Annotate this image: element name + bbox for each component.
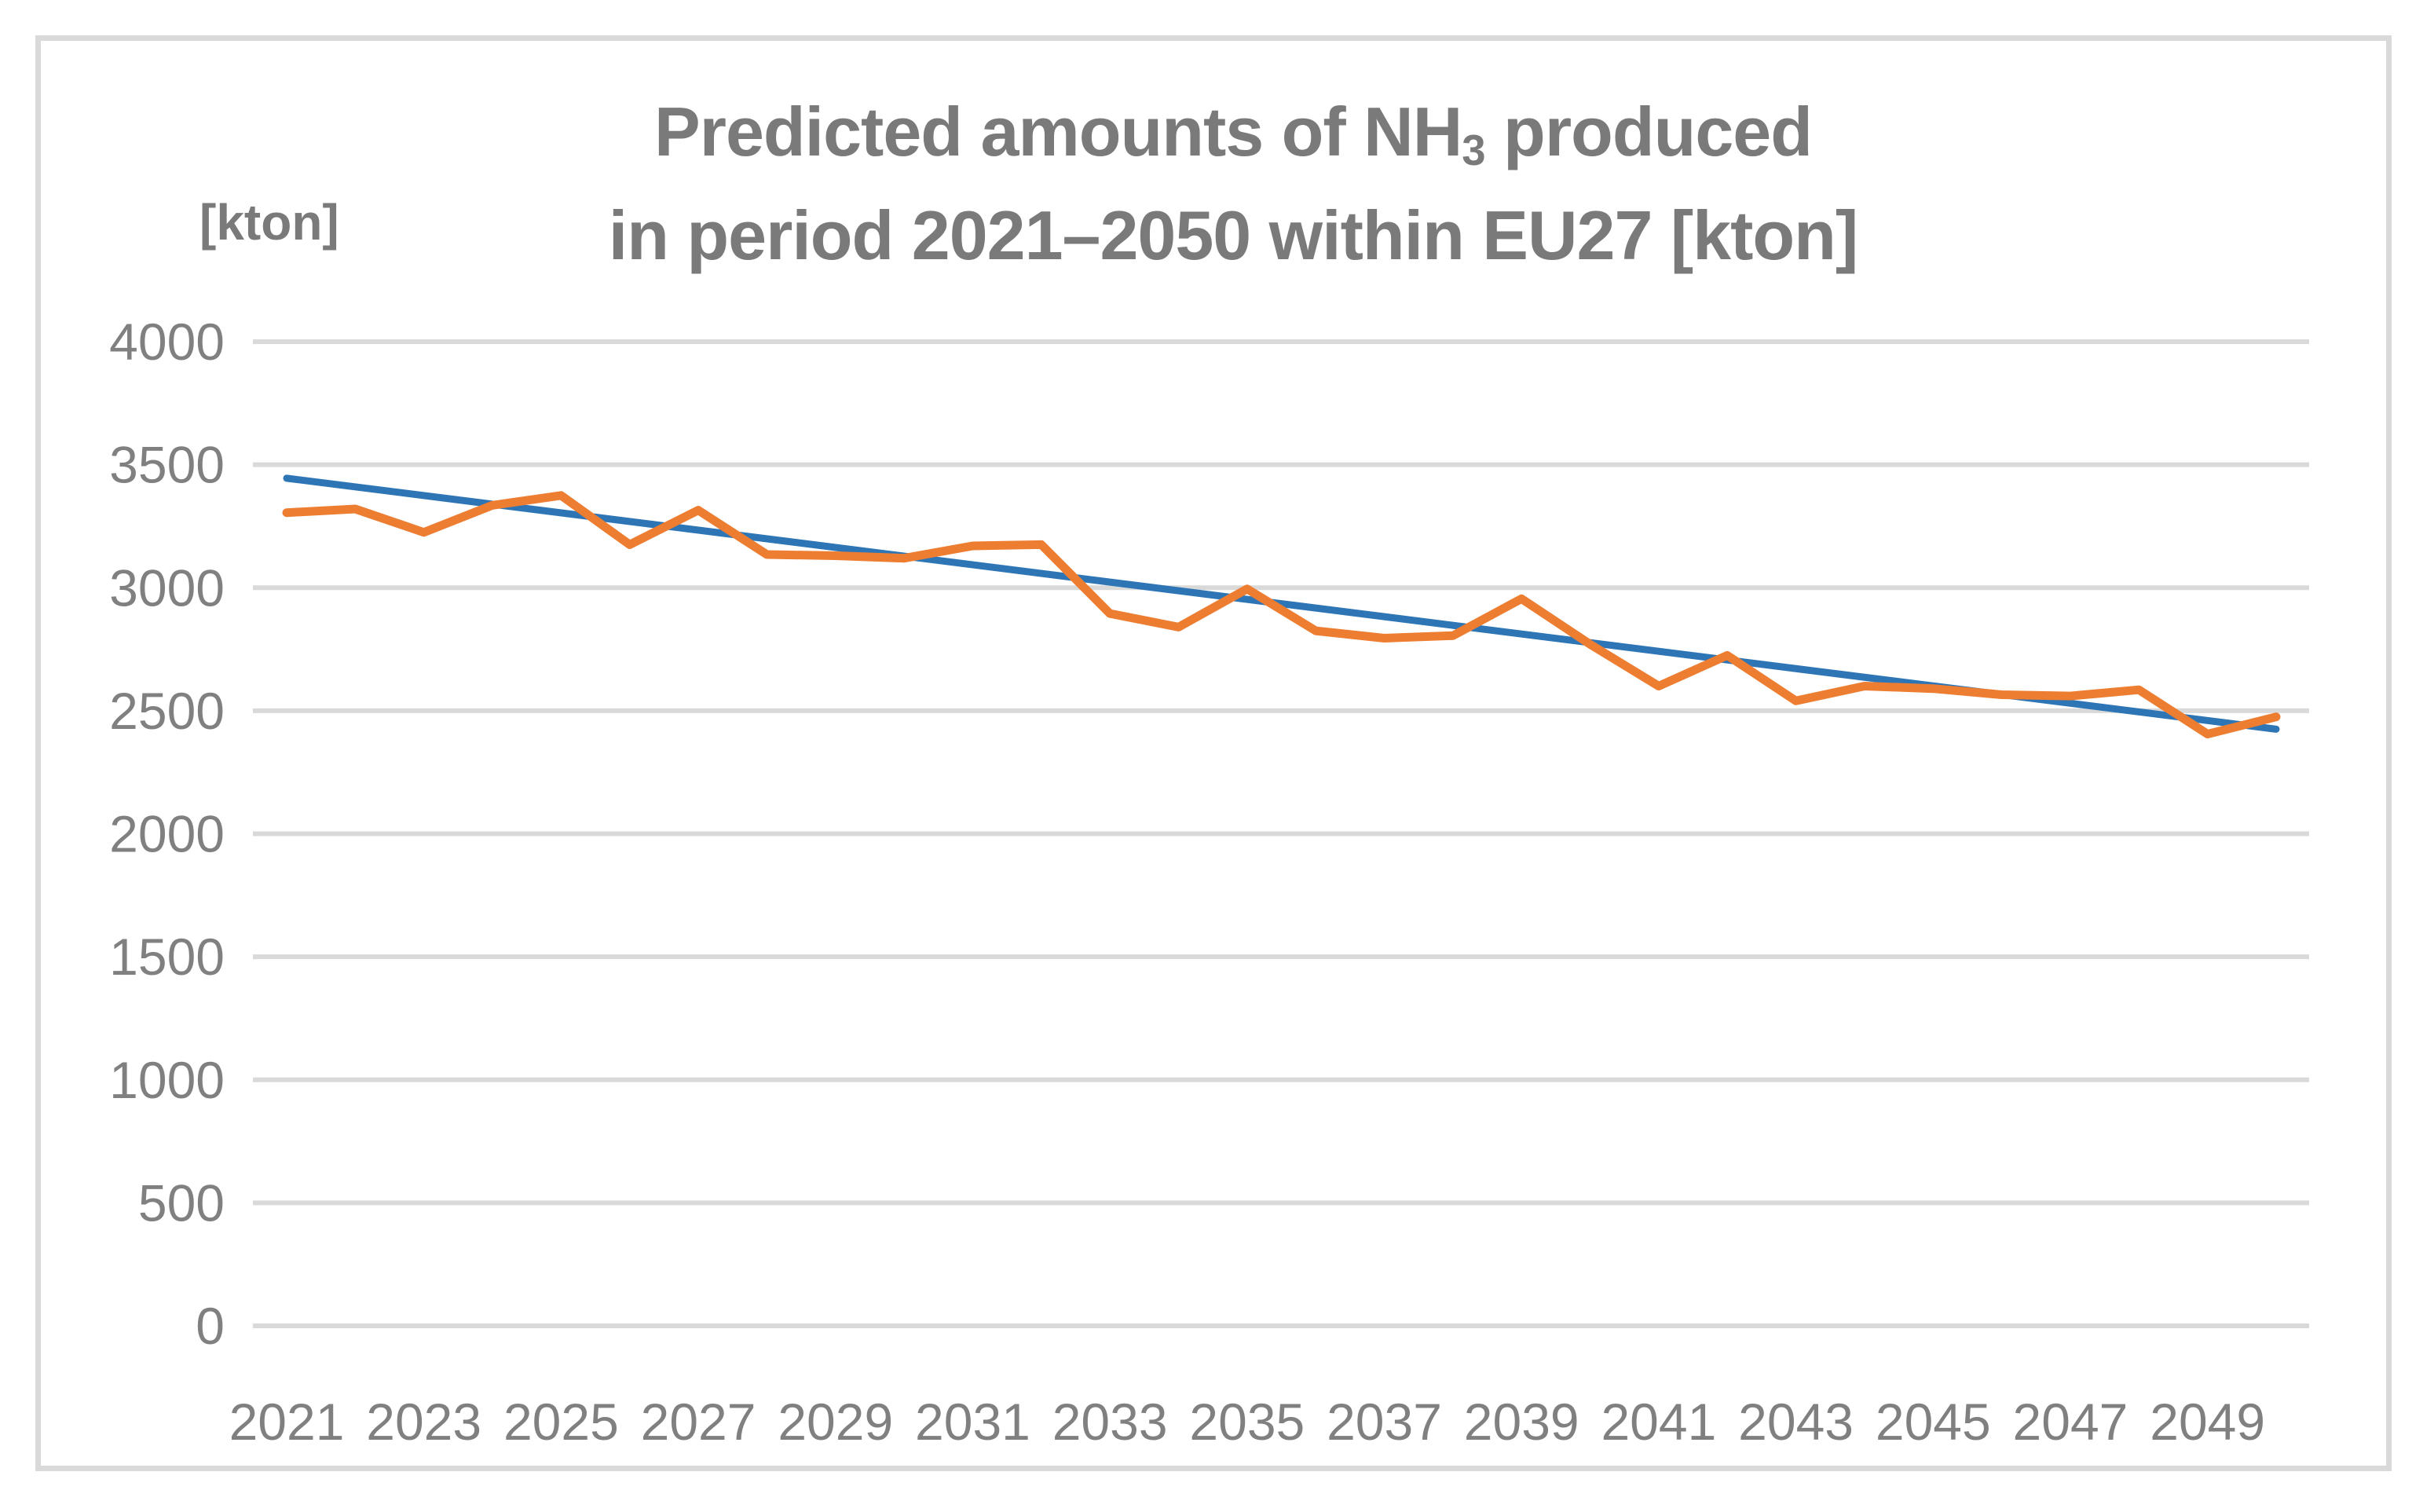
- y-tick-label-3000: 3000: [109, 558, 225, 617]
- x-tick-label-2021: 2021: [229, 1393, 345, 1451]
- x-axis-tick-labels: 2021 2023 2025 2027 2029 2031 2033 2035 2037 2039…: [229, 1393, 2265, 1451]
- y-tick-label-0: 0: [196, 1297, 225, 1355]
- x-tick-label-2037: 2037: [1327, 1393, 1442, 1451]
- title-text-part1: Predicted amounts of NH: [654, 93, 1462, 170]
- chart-title-line2: in period 2021–2050 within EU27 [kton]: [608, 196, 1858, 274]
- x-tick-label-2045: 2045: [1876, 1393, 1991, 1451]
- chart-title-line1: Predicted amounts of NH3 produced: [16, 85, 2434, 189]
- chart-title: Predicted amounts of NH3 produced in per…: [16, 85, 2434, 283]
- y-tick-label-2500: 2500: [109, 682, 225, 740]
- x-tick-label-2033: 2033: [1052, 1393, 1168, 1451]
- x-tick-label-2047: 2047: [2013, 1393, 2128, 1451]
- y-tick-label-4000: 4000: [109, 313, 225, 371]
- y-tick-label-2000: 2000: [109, 805, 225, 863]
- gridlines: [253, 339, 2309, 1328]
- x-tick-label-2029: 2029: [778, 1393, 893, 1451]
- y-tick-label-500: 500: [138, 1173, 225, 1232]
- x-tick-label-2039: 2039: [1464, 1393, 1579, 1451]
- x-tick-label-2031: 2031: [915, 1393, 1030, 1451]
- title-text-part2: produced: [1484, 93, 1813, 170]
- x-tick-label-2035: 2035: [1189, 1393, 1305, 1451]
- x-tick-label-2025: 2025: [503, 1393, 619, 1451]
- y-tick-label-1500: 1500: [109, 928, 225, 986]
- y-tick-label-1000: 1000: [109, 1051, 225, 1109]
- title-subscript-3: 3: [1462, 126, 1485, 174]
- chart-border-frame: [35, 35, 2392, 1471]
- x-tick-label-2041: 2041: [1601, 1393, 1716, 1451]
- y-axis-tick-labels: 4000 3500 3000 2500 2000 1500 1000 500 0: [109, 313, 225, 1355]
- x-tick-label-2027: 2027: [641, 1393, 756, 1451]
- y-tick-label-3500: 3500: [109, 436, 225, 494]
- x-tick-label-2023: 2023: [366, 1393, 481, 1451]
- x-tick-label-2049: 2049: [2150, 1393, 2265, 1451]
- nh3-series-line: [282, 491, 2281, 739]
- x-tick-label-2043: 2043: [1738, 1393, 1854, 1451]
- y-axis-unit-label: [kton]: [199, 194, 339, 251]
